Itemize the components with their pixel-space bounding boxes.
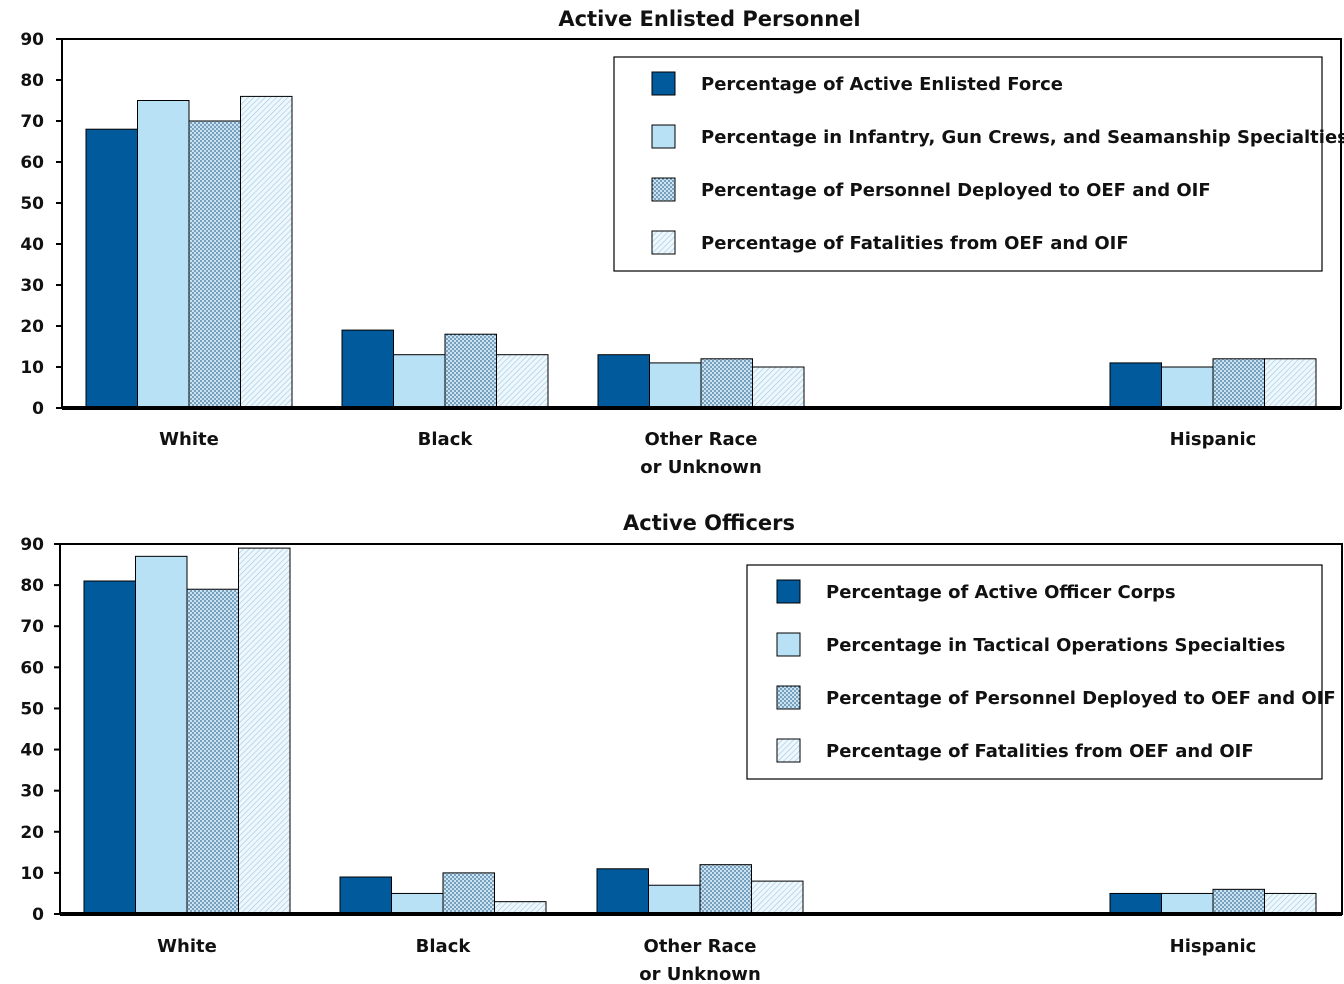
bar-solid-dark-2 [597, 354, 650, 409]
category-label: Black [418, 429, 474, 450]
y-tick-label: 40 [20, 741, 44, 761]
bar-solid-light-1 [393, 354, 446, 409]
bar-solid-light-4 [1161, 366, 1214, 409]
y-tick-label: 0 [32, 905, 44, 925]
bar-hatched-2 [752, 366, 805, 409]
y-tick-label: 70 [20, 112, 44, 132]
bar-solid-light-4 [1161, 892, 1214, 915]
y-tick-label: 60 [20, 153, 44, 173]
y-tick-label: 10 [20, 358, 44, 378]
category-label: Hispanic [1170, 936, 1257, 957]
y-tick-label: 40 [20, 235, 44, 255]
bar-solid-light-0 [135, 555, 188, 915]
legend-label: Percentage of Active Officer Corps [826, 582, 1176, 603]
bar-hatched-0 [240, 95, 293, 409]
legend-swatch-hatched [776, 738, 801, 763]
enlisted-chart: Active Enlisted Personnel 0 10 20 30 40 50 60 70… [20, 7, 1344, 478]
bar-dotted-0 [188, 120, 241, 409]
legend: Percentage of Active Enlisted Force Perce… [613, 56, 1344, 272]
bar-dotted-4 [1212, 888, 1265, 915]
bar-hatched-2 [751, 880, 804, 915]
bar-hatched-0 [238, 547, 291, 915]
legend-swatch-solid-light [651, 124, 676, 149]
y-tick-label: 50 [20, 194, 44, 214]
legend-label: Percentage of Personnel Deployed to OEF … [826, 688, 1336, 709]
legend-swatch-hatched [651, 230, 676, 255]
y-tick-label: 90 [20, 535, 44, 555]
y-tick-label: 10 [20, 864, 44, 884]
y-tick-label: 20 [20, 317, 44, 337]
y-tick-label: 80 [20, 576, 44, 596]
bar-solid-dark-4 [1109, 892, 1162, 915]
y-tick-label: 80 [20, 71, 44, 91]
bar-solid-dark-1 [339, 876, 392, 915]
legend-swatch-dotted [651, 177, 676, 202]
bar-dotted-4 [1212, 358, 1265, 409]
bar-solid-dark-1 [341, 329, 394, 409]
bar-solid-dark-0 [83, 580, 136, 915]
bar-hatched-4 [1264, 358, 1317, 409]
y-tick-label: 90 [20, 30, 44, 50]
y-tick-label: 70 [20, 617, 44, 637]
bar-solid-light-1 [391, 892, 444, 915]
category-label: Hispanic [1170, 429, 1257, 450]
bar-solid-dark-4 [1109, 362, 1162, 409]
category-label: White [157, 936, 217, 957]
bar-hatched-4 [1264, 892, 1317, 915]
legend-label: Percentage in Infantry, Gun Crews, and S… [701, 127, 1344, 148]
legend-box [746, 564, 1323, 780]
bar-dotted-0 [186, 588, 239, 915]
legend-swatch-solid-light [776, 632, 801, 657]
category-label: White [159, 429, 219, 450]
legend-label: Percentage of Active Enlisted Force [701, 74, 1063, 95]
legend-swatch-solid-dark [776, 579, 801, 604]
chart-title: Active Enlisted Personnel [558, 7, 860, 31]
legend-swatch-solid-dark [651, 71, 676, 96]
y-tick-label: 50 [20, 699, 44, 719]
legend-label: Percentage of Fatalities from OEF and OI… [701, 233, 1129, 254]
officers-chart: Active Officers 0 10 20 30 40 50 60 70 80 90 White B… [20, 511, 1343, 984]
bar-solid-light-0 [137, 100, 190, 409]
legend-swatch-dotted [776, 685, 801, 710]
y-tick-label: 30 [20, 276, 44, 296]
bar-solid-light-2 [648, 884, 701, 915]
bar-dotted-2 [700, 358, 753, 409]
legend-label: Percentage of Personnel Deployed to OEF … [701, 180, 1211, 201]
bar-hatched-1 [496, 354, 549, 409]
y-tick-label: 20 [20, 823, 44, 843]
bar-solid-dark-0 [85, 128, 138, 409]
bar-solid-dark-2 [596, 868, 649, 915]
legend-box [613, 56, 1323, 272]
category-label: Black [416, 936, 472, 957]
legend: Percentage of Active Officer Corps Percen… [746, 564, 1336, 780]
bar-dotted-1 [442, 872, 495, 915]
y-tick-label: 30 [20, 782, 44, 802]
bar-dotted-1 [444, 333, 497, 409]
bar-solid-light-2 [649, 362, 702, 409]
chart-title: Active Officers [623, 511, 795, 535]
legend-label: Percentage in Tactical Operations Specia… [826, 635, 1285, 656]
category-label: Other Race or Unknown [639, 936, 761, 984]
bar-dotted-2 [699, 864, 752, 915]
y-tick-label: 0 [32, 399, 44, 419]
category-label: Other Race or Unknown [640, 429, 762, 478]
legend-label: Percentage of Fatalities from OEF and OI… [826, 741, 1254, 762]
y-tick-label: 60 [20, 658, 44, 678]
